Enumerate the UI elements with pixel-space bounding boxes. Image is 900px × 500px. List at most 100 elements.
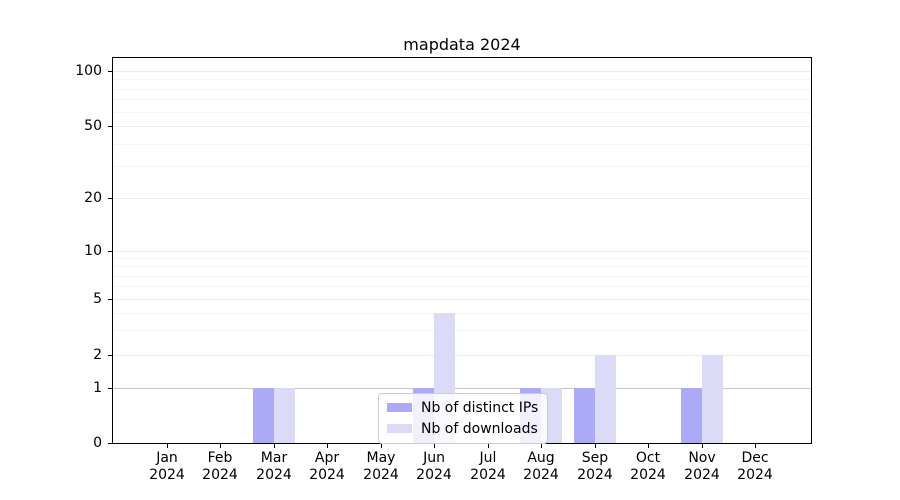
legend-label-downloads: Nb of downloads	[421, 420, 538, 437]
x-tick-month: Jul	[479, 450, 497, 466]
x-tick-year: 2024	[202, 467, 238, 483]
y-tick	[108, 443, 112, 444]
y-tick	[108, 71, 112, 72]
minor-gridline	[113, 286, 811, 287]
x-tick-month: Dec	[741, 450, 769, 466]
x-tick-label-jun: Jun 2024	[402, 450, 466, 484]
legend-swatch-distinct-ips	[387, 403, 412, 412]
legend-label-distinct-ips: Nb of distinct IPs	[421, 399, 539, 416]
minor-gridline	[113, 330, 811, 331]
x-tick-year: 2024	[309, 467, 345, 483]
y-tick	[108, 299, 112, 300]
y-tick-label-0: 0	[93, 435, 102, 451]
y-tick-label-1: 1	[93, 380, 102, 396]
major-gridline	[113, 198, 811, 199]
x-tick-year: 2024	[684, 467, 720, 483]
x-tick-label-nov: Nov 2024	[670, 450, 734, 484]
bar-downloads-nov	[702, 355, 723, 443]
minor-gridline	[113, 79, 811, 80]
x-tick-month: Sep	[581, 450, 609, 466]
x-tick	[381, 444, 382, 448]
x-tick-label-sep: Sep 2024	[563, 450, 627, 484]
x-tick-label-mar: Mar 2024	[242, 450, 306, 484]
minor-gridline	[113, 276, 811, 277]
x-tick-year: 2024	[256, 467, 292, 483]
bar-downloads-sep	[595, 355, 616, 443]
x-tick-year: 2024	[149, 467, 185, 483]
legend-item-distinct-ips: Nb of distinct IPs	[387, 398, 538, 417]
x-tick	[434, 444, 435, 448]
x-tick-month: May	[366, 450, 396, 466]
minor-gridline	[113, 112, 811, 113]
x-tick-month: Mar	[260, 450, 288, 466]
x-tick	[595, 444, 596, 448]
x-tick-label-jan: Jan 2024	[135, 450, 199, 484]
y-tick-label-100: 100	[75, 63, 102, 79]
x-tick-label-feb: Feb 2024	[188, 450, 252, 484]
x-tick-month: Jan	[156, 450, 178, 466]
x-tick	[274, 444, 275, 448]
minor-gridline	[113, 99, 811, 100]
y-tick-label-50: 50	[84, 118, 102, 134]
y-tick	[108, 388, 112, 389]
x-tick-year: 2024	[577, 467, 613, 483]
major-gridline	[113, 388, 811, 389]
minor-gridline	[113, 266, 811, 267]
x-tick	[755, 444, 756, 448]
major-gridline	[113, 71, 811, 72]
legend-item-downloads: Nb of downloads	[387, 419, 538, 438]
x-tick-label-jul: Jul 2024	[456, 450, 520, 484]
bar-downloads-mar	[274, 388, 295, 443]
bar-distinct-ips-mar	[253, 388, 274, 443]
x-tick-month: Jun	[423, 450, 445, 466]
x-tick	[488, 444, 489, 448]
x-tick-month: Apr	[314, 450, 340, 466]
x-tick	[541, 444, 542, 448]
legend-swatch-downloads	[387, 424, 412, 433]
x-tick-month: Nov	[688, 450, 716, 466]
x-tick-year: 2024	[470, 467, 506, 483]
x-tick-month: Aug	[527, 450, 555, 466]
x-tick	[648, 444, 649, 448]
x-tick-year: 2024	[737, 467, 773, 483]
x-tick-month: Oct	[635, 450, 661, 466]
left-spine	[112, 57, 113, 444]
x-tick-month: Feb	[207, 450, 233, 466]
y-tick-label-20: 20	[84, 190, 102, 206]
x-tick-year: 2024	[630, 467, 666, 483]
minor-gridline	[113, 89, 811, 90]
major-gridline	[113, 126, 811, 127]
y-tick-label-5: 5	[93, 291, 102, 307]
minor-gridline	[113, 258, 811, 259]
bar-distinct-ips-nov	[681, 388, 702, 443]
major-gridline	[113, 251, 811, 252]
bar-distinct-ips-sep	[574, 388, 595, 443]
x-tick	[702, 444, 703, 448]
x-tick	[220, 444, 221, 448]
x-tick-year: 2024	[523, 467, 559, 483]
major-gridline	[113, 355, 811, 356]
minor-gridline	[113, 313, 811, 314]
right-spine	[811, 57, 812, 444]
x-tick-label-apr: Apr 2024	[295, 450, 359, 484]
y-tick-label-10: 10	[84, 243, 102, 259]
x-tick-label-dec: Dec 2024	[723, 450, 787, 484]
x-tick	[327, 444, 328, 448]
x-tick	[167, 444, 168, 448]
x-tick-label-aug: Aug 2024	[509, 450, 573, 484]
y-tick-label-2: 2	[93, 347, 102, 363]
x-tick-label-oct: Oct 2024	[616, 450, 680, 484]
minor-gridline	[113, 144, 811, 145]
major-gridline	[113, 299, 811, 300]
minor-gridline	[113, 166, 811, 167]
chart-title: mapdata 2024	[403, 35, 521, 54]
y-tick	[108, 126, 112, 127]
x-tick-label-may: May 2024	[349, 450, 413, 484]
y-tick	[108, 251, 112, 252]
top-spine	[112, 57, 812, 58]
x-tick-year: 2024	[416, 467, 452, 483]
y-tick	[108, 198, 112, 199]
legend: Nb of distinct IPs Nb of downloads	[378, 393, 549, 444]
x-tick-year: 2024	[363, 467, 399, 483]
